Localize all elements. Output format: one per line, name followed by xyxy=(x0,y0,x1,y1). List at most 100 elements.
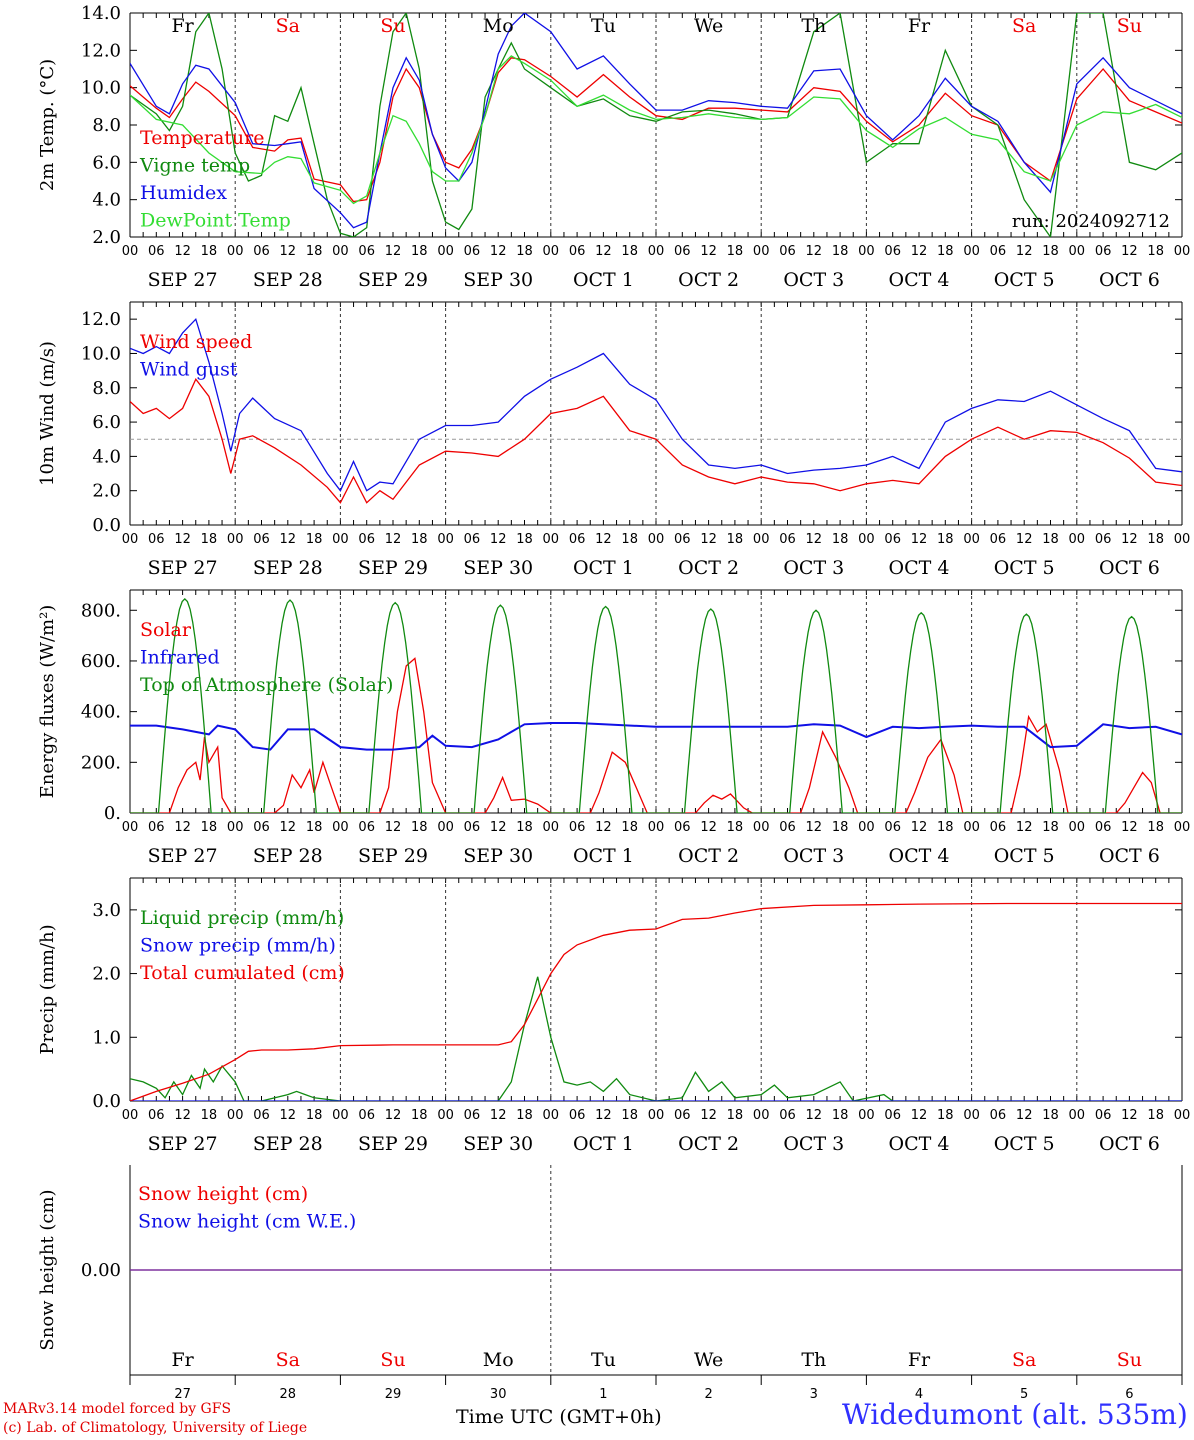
legend-entry: Humidex xyxy=(140,182,227,204)
hour-tick-label: 18 xyxy=(411,244,428,259)
y-tick-label: 6.0 xyxy=(92,412,121,433)
hour-tick-label: 00 xyxy=(437,820,454,835)
panel-2: 0.0 2.0 4.0 6.0 8.0 10.0 12.0 10m Wind (m/s) Win… xyxy=(37,301,1190,579)
hour-tick-label: 18 xyxy=(306,244,323,259)
hour-tick-label: 00 xyxy=(1069,820,1086,835)
panel-4: 0.0 1.0 2.0 3.0 Precip (mm/h) Liquid precip (… xyxy=(37,877,1190,1155)
hour-tick-label: 12 xyxy=(911,820,928,835)
weekday-label: Fr xyxy=(171,15,194,37)
hour-tick-label: 12 xyxy=(385,532,402,547)
day-number-label: 2 xyxy=(704,1387,712,1400)
panel-1: 2.0 4.0 6.0 8.0 10.0 12.0 14.0 2m Temp. (°C) Tem… xyxy=(37,3,1190,291)
date-label: OCT 6 xyxy=(1099,845,1160,867)
weekday-label: Sa xyxy=(276,15,300,37)
y-tick-label: 200. xyxy=(81,752,121,773)
day-number-label: 29 xyxy=(385,1387,402,1400)
date-label: SEP 30 xyxy=(463,1133,533,1155)
hour-tick-label: 12 xyxy=(911,1108,928,1123)
hour-tick-label: 00 xyxy=(227,532,244,547)
hour-tick-label: 12 xyxy=(911,532,928,547)
panel-5: 0.00 Snow height (cm) Snow height (cm) Snow… xyxy=(37,1165,1183,1400)
date-label: OCT 2 xyxy=(678,1133,739,1155)
hour-tick-label: 00 xyxy=(753,1108,770,1123)
y-axis-label: Snow height (cm) xyxy=(37,1189,58,1350)
hour-tick-label: 18 xyxy=(201,244,218,259)
hour-tick-label: 18 xyxy=(516,820,533,835)
model-credit: MARv3.14 model forced by GFS xyxy=(3,1401,232,1417)
hour-tick-label: 00 xyxy=(543,532,560,547)
hour-tick-label: 12 xyxy=(700,1108,717,1123)
y-tick-label: 1.0 xyxy=(92,1027,121,1048)
hour-tick-label: 12 xyxy=(806,820,823,835)
hour-tick-label: 00 xyxy=(437,532,454,547)
hour-tick-label: 12 xyxy=(174,820,191,835)
hour-tick-label: 12 xyxy=(806,532,823,547)
hour-tick-label: 06 xyxy=(464,1108,481,1123)
y-tick-label: 2.0 xyxy=(92,964,121,985)
y-tick-label: 4.0 xyxy=(92,190,121,211)
hour-tick-label: 12 xyxy=(385,244,402,259)
hour-tick-label: 12 xyxy=(490,1108,507,1123)
hour-tick-label: 18 xyxy=(1147,244,1164,259)
hour-tick-label: 06 xyxy=(779,820,796,835)
date-label: OCT 1 xyxy=(573,845,634,867)
hour-tick-label: 00 xyxy=(332,532,349,547)
hour-tick-label: 18 xyxy=(621,532,638,547)
hour-tick-label: 06 xyxy=(358,244,375,259)
hour-tick-label: 00 xyxy=(122,1108,139,1123)
weekday-label: We xyxy=(694,1349,723,1371)
day-number-label: 27 xyxy=(174,1387,191,1400)
hour-tick-label: 06 xyxy=(1095,244,1112,259)
hour-tick-label: 06 xyxy=(884,1108,901,1123)
y-tick-label: 12.0 xyxy=(81,309,121,330)
hour-tick-label: 12 xyxy=(1016,244,1033,259)
hour-tick-label: 00 xyxy=(543,820,560,835)
hour-tick-label: 00 xyxy=(227,820,244,835)
hour-tick-label: 18 xyxy=(621,1108,638,1123)
hour-tick-label: 00 xyxy=(858,820,875,835)
y-tick-label: 0. xyxy=(104,803,121,824)
weekday-label: Sa xyxy=(1012,1349,1036,1371)
hour-tick-label: 18 xyxy=(306,1108,323,1123)
date-label: SEP 29 xyxy=(358,269,428,291)
hour-tick-label: 00 xyxy=(858,532,875,547)
hour-tick-label: 06 xyxy=(1095,1108,1112,1123)
hour-tick-label: 00 xyxy=(963,244,980,259)
date-label: SEP 29 xyxy=(358,845,428,867)
y-tick-label: 600. xyxy=(81,651,121,672)
series-line-temperature xyxy=(130,57,1182,203)
hour-tick-label: 18 xyxy=(1042,1108,1059,1123)
hour-tick-label: 00 xyxy=(437,1108,454,1123)
legend-entry: Liquid precip (mm/h) xyxy=(140,907,344,929)
hour-tick-label: 18 xyxy=(937,532,954,547)
hour-tick-label: 00 xyxy=(963,532,980,547)
date-label: SEP 29 xyxy=(358,557,428,579)
date-label: SEP 28 xyxy=(253,1133,323,1155)
hour-tick-label: 12 xyxy=(174,244,191,259)
y-tick-label: 10.0 xyxy=(81,78,121,99)
hour-tick-label: 18 xyxy=(306,820,323,835)
hour-tick-label: 18 xyxy=(727,820,744,835)
day-number-label: 30 xyxy=(490,1387,507,1400)
hour-tick-label: 12 xyxy=(806,1108,823,1123)
hour-tick-label: 18 xyxy=(727,1108,744,1123)
day-number-label: 5 xyxy=(1020,1387,1028,1400)
hour-tick-label: 00 xyxy=(858,1108,875,1123)
weekday-label: Fr xyxy=(171,1349,194,1371)
hour-tick-label: 06 xyxy=(569,532,586,547)
hour-tick-label: 06 xyxy=(779,532,796,547)
hour-tick-label: 06 xyxy=(148,532,165,547)
hour-tick-label: 18 xyxy=(1042,532,1059,547)
hour-tick-label: 18 xyxy=(937,244,954,259)
hour-tick-label: 00 xyxy=(963,1108,980,1123)
date-label: SEP 30 xyxy=(463,557,533,579)
hour-tick-label: 00 xyxy=(543,1108,560,1123)
weekday-label: Mo xyxy=(483,1349,514,1371)
lab-credit: (c) Lab. of Climatology, University of L… xyxy=(3,1420,308,1436)
date-label: SEP 28 xyxy=(253,557,323,579)
hour-tick-label: 06 xyxy=(358,532,375,547)
hour-tick-label: 18 xyxy=(516,1108,533,1123)
y-axis-label: Precip (mm/h) xyxy=(37,924,58,1054)
hour-tick-label: 00 xyxy=(332,1108,349,1123)
hour-tick-label: 00 xyxy=(858,244,875,259)
